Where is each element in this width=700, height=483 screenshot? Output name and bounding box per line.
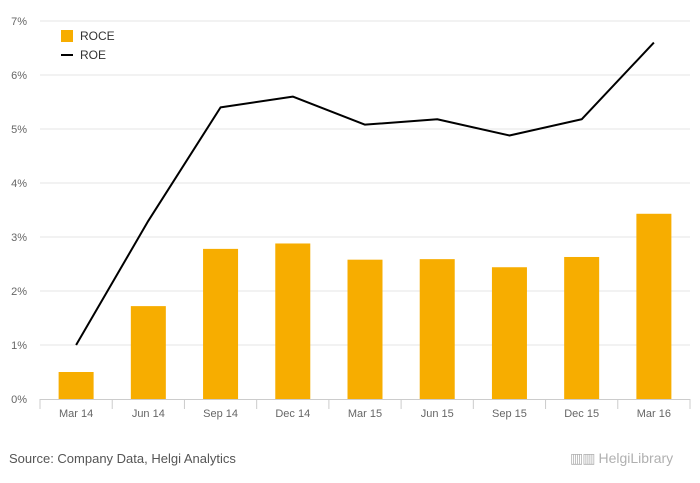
x-axis: Mar 14 Jun 14 Sep 14 Dec 14 Mar 15 Jun 15 Sep … — [39, 399, 691, 420]
roce-bar[interactable] — [58, 372, 94, 399]
x-tick-label: Dec 14 — [275, 408, 310, 420]
roe-point[interactable] — [145, 218, 151, 224]
source-note: Source: Company Data, Helgi Analytics — [9, 451, 236, 466]
roe-point[interactable] — [218, 104, 224, 110]
legend-roe-label[interactable]: ROE — [80, 48, 106, 62]
roce-bar[interactable] — [275, 243, 311, 399]
x-tick-label: Sep 14 — [203, 408, 238, 420]
y-tick-label: 0% — [11, 394, 27, 406]
y-tick-label: 1% — [11, 340, 27, 352]
x-tick-label: Mar 16 — [637, 408, 671, 420]
roce-bars — [58, 213, 672, 399]
x-tick-label: Sep 15 — [492, 408, 527, 420]
y-tick-label: 7% — [11, 16, 27, 28]
brand-name: HelgiLibrary — [598, 450, 674, 466]
gridlines — [40, 20, 690, 346]
x-tick-label: Jun 14 — [132, 408, 165, 420]
y-tick-label: 3% — [11, 232, 27, 244]
roe-point[interactable] — [73, 342, 79, 348]
library-icon: ▥▥ — [570, 450, 595, 466]
y-axis: 0% 1% 2% 3% 4% 5% 6% 7% — [11, 16, 27, 406]
roce-bar[interactable] — [203, 248, 239, 399]
legend-roce-swatch — [61, 30, 73, 42]
roe-series-line[interactable] — [75, 41, 655, 346]
roe-point[interactable] — [434, 116, 440, 122]
legend-roce-label[interactable]: ROCE — [80, 29, 115, 43]
chart: 0% 1% 2% 3% 4% 5% 6% 7% Mar 14 Jun 14 Sep 14 Dec 1… — [11, 16, 691, 420]
y-tick-label: 4% — [11, 178, 27, 190]
roe-point[interactable] — [362, 122, 368, 128]
roce-bar[interactable] — [347, 259, 383, 399]
roe-point[interactable] — [506, 132, 512, 138]
legend: ROCE ROE — [61, 29, 115, 62]
x-tick-label: Jun 15 — [421, 408, 454, 420]
roce-bar[interactable] — [130, 306, 166, 399]
roe-point[interactable] — [290, 94, 296, 100]
x-tick-label: Mar 14 — [59, 408, 93, 420]
y-tick-label: 6% — [11, 70, 27, 82]
roce-bar[interactable] — [564, 256, 600, 399]
brand-logo: ▥▥ HelgiLibrary — [570, 450, 673, 467]
roce-bar[interactable] — [419, 259, 455, 399]
roce-bar[interactable] — [636, 213, 672, 399]
roe-point[interactable] — [651, 40, 657, 46]
x-tick-label: Dec 15 — [564, 408, 599, 420]
y-tick-label: 2% — [11, 286, 27, 298]
roce-bar[interactable] — [491, 267, 527, 399]
roe-line — [73, 40, 657, 348]
roe-point[interactable] — [579, 116, 585, 122]
x-tick-label: Mar 15 — [348, 408, 382, 420]
y-tick-label: 5% — [11, 124, 27, 136]
